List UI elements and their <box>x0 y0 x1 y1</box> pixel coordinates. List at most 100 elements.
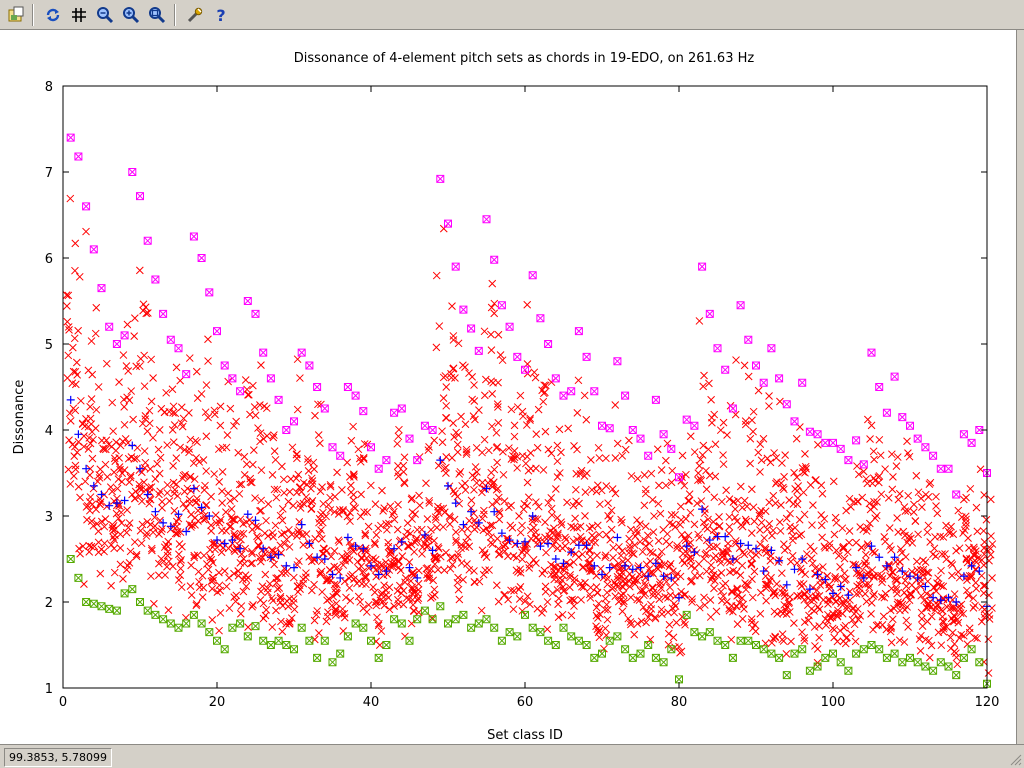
wrench-icon <box>187 7 203 23</box>
dissonance-point <box>942 555 951 564</box>
settings-button[interactable] <box>184 4 206 26</box>
dissonance-point <box>664 640 673 649</box>
dissonance-point <box>197 390 206 398</box>
min-point <box>805 666 814 675</box>
dissonance-point <box>108 520 117 529</box>
dissonance-point <box>457 412 465 421</box>
dissonance-point <box>442 401 451 410</box>
dissonance-point <box>964 591 973 599</box>
dissonance-point <box>507 501 515 510</box>
dissonance-point <box>548 589 557 598</box>
dissonance-point <box>585 590 594 599</box>
dissonance-point <box>254 424 262 432</box>
max-point <box>636 434 645 443</box>
dissonance-point <box>557 448 565 457</box>
dissonance-point <box>601 594 610 603</box>
dissonance-point <box>567 611 576 620</box>
dissonance-point <box>854 470 863 479</box>
dissonance-point <box>473 468 481 476</box>
dissonance-point <box>627 620 635 629</box>
dissonance-point <box>413 525 422 534</box>
scatter-chart[interactable]: Dissonance of 4-element pitch sets as ch… <box>0 30 1016 744</box>
dissonance-point <box>686 508 695 517</box>
dissonance-point <box>817 521 826 530</box>
dissonance-point <box>699 441 708 450</box>
dissonance-point <box>209 576 217 585</box>
dissonance-point <box>478 448 486 457</box>
dissonance-point <box>914 530 922 539</box>
dissonance-point <box>399 468 408 476</box>
dissonance-point <box>728 588 736 597</box>
export-button[interactable] <box>5 4 27 26</box>
dissonance-point <box>594 443 603 452</box>
grid-button[interactable] <box>68 4 90 26</box>
dissonance-point <box>314 400 322 409</box>
vertical-scrollbar[interactable] <box>1016 30 1024 744</box>
max-point <box>967 438 976 447</box>
dissonance-point <box>158 497 166 506</box>
dissonance-point <box>331 605 340 613</box>
dissonance-point <box>892 583 900 592</box>
dissonance-point <box>269 532 278 541</box>
max-point <box>875 383 884 391</box>
dissonance-point <box>747 529 756 537</box>
dissonance-point <box>800 618 809 626</box>
status-bar: 99.3853, 5.78099 <box>0 744 1024 768</box>
zoom-prev-button[interactable] <box>94 4 116 26</box>
dissonance-point <box>380 581 388 590</box>
dissonance-point <box>232 417 240 426</box>
dissonance-point <box>439 373 448 382</box>
dissonance-point <box>841 621 850 630</box>
dissonance-point <box>973 634 981 643</box>
dissonance-point <box>448 560 457 569</box>
dissonance-point <box>239 554 248 563</box>
dissonance-point <box>710 493 719 502</box>
dissonance-point <box>823 616 832 625</box>
dissonance-point <box>400 453 409 462</box>
dissonance-point <box>495 550 503 559</box>
dissonance-point <box>493 458 501 467</box>
dissonance-point <box>218 499 227 507</box>
dissonance-point <box>801 449 809 458</box>
dissonance-point <box>485 528 493 537</box>
dissonance-point <box>455 595 464 604</box>
zoom-next-button[interactable] <box>120 4 142 26</box>
dissonance-point <box>756 440 765 448</box>
dissonance-point <box>442 414 451 422</box>
dissonance-point <box>500 497 509 505</box>
dissonance-point <box>482 524 491 533</box>
dissonance-point <box>252 522 260 531</box>
dissonance-point <box>475 406 483 414</box>
mean-point <box>975 567 984 576</box>
plot-area[interactable]: Dissonance of 4-element pitch sets as ch… <box>0 30 1016 744</box>
dissonance-point <box>861 580 869 589</box>
dissonance-point <box>786 509 794 518</box>
mean-point <box>844 591 853 600</box>
dissonance-point <box>379 597 388 606</box>
dissonance-point <box>73 448 82 457</box>
max-point <box>975 426 984 434</box>
dissonance-point <box>552 570 561 578</box>
dissonance-point <box>163 441 172 449</box>
unzoom-button[interactable] <box>146 4 168 26</box>
resize-grip-icon[interactable] <box>1010 754 1022 766</box>
mean-point <box>66 395 75 404</box>
max-point <box>490 255 499 264</box>
max-point <box>274 395 283 404</box>
mean-point <box>651 559 660 568</box>
dissonance-point <box>578 563 587 572</box>
help-button[interactable]: ? <box>210 4 232 26</box>
replot-button[interactable] <box>42 4 64 26</box>
mean-point <box>521 537 529 546</box>
min-point <box>74 573 83 582</box>
min-point <box>705 628 714 637</box>
dissonance-point <box>699 382 708 391</box>
max-point <box>320 404 329 413</box>
dissonance-point <box>479 510 488 519</box>
dissonance-point <box>170 506 179 515</box>
min-point <box>405 636 414 645</box>
dissonance-point <box>171 409 180 418</box>
dissonance-point <box>340 613 349 622</box>
dissonance-point <box>516 583 525 591</box>
dissonance-point <box>793 592 802 600</box>
